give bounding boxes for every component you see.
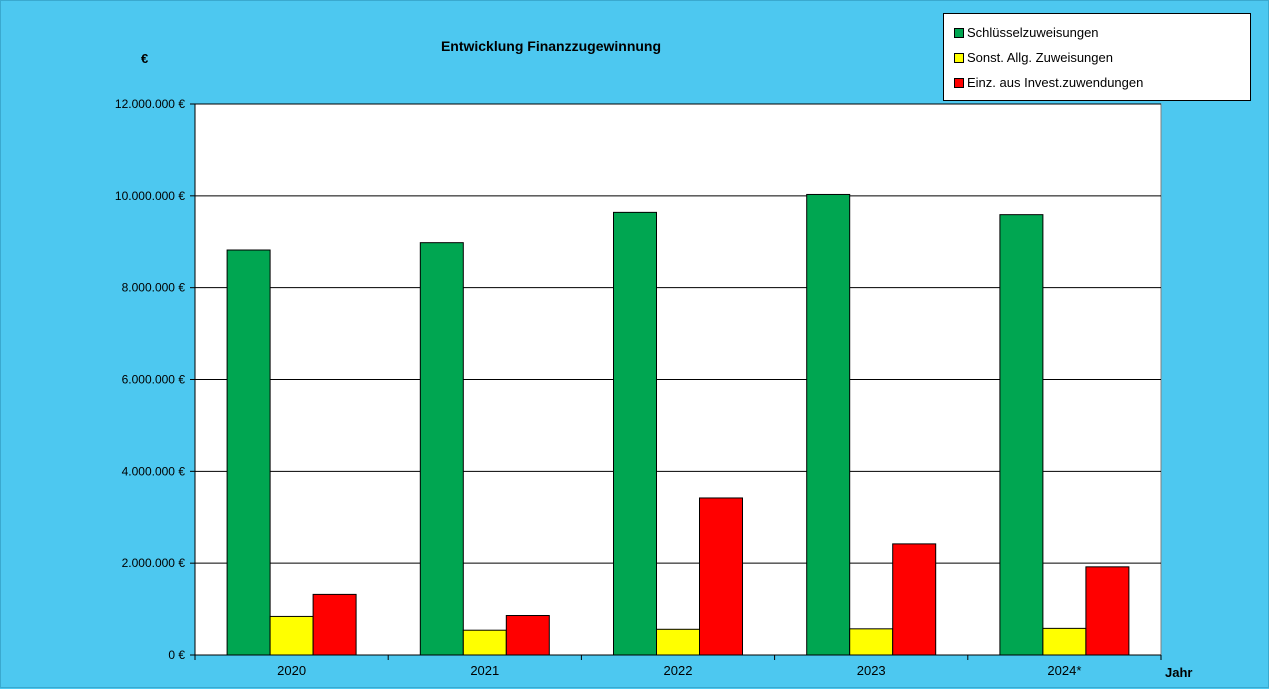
bar-2020-series-2 [312,593,357,656]
bar-2021-series-0 [419,242,464,656]
y-tick-label-5: 10.000.000 € [115,189,185,203]
bar-2024-series-2 [1085,566,1130,656]
bar-2023-series-2 [892,543,937,656]
y-tick-label-1: 2.000.000 € [122,556,186,570]
legend-swatch-schluesselzuweisungen [954,27,964,38]
legend-item-sonst-allg-zuweisungen: Sonst. Allg. Zuweisungen [954,45,1250,70]
x-tick-label-2: 2022 [664,663,693,678]
legend-label-sonst-allg-zuweisungen: Sonst. Allg. Zuweisungen [967,50,1113,65]
y-tick-label-6: 12.000.000 € [115,97,185,111]
bar-2024-series-1 [1042,627,1087,656]
y-tick-label-0: 0 € [168,648,185,662]
y-tick-label-4: 8.000.000 € [122,281,186,295]
bar-2023-series-0 [806,193,851,656]
bar-2020-series-0 [226,249,271,656]
legend-item-schluesselzuweisungen: Schlüsselzuweisungen [954,20,1250,45]
bar-2022-series-2 [699,497,743,656]
bar-2022-series-0 [613,211,657,656]
x-axis-label: Jahr [1165,665,1193,680]
bar-2024-series-0 [999,214,1044,656]
x-tick-label-1: 2021 [470,663,499,678]
chart-title: Entwicklung Finanzzugewinnung [440,38,662,54]
legend-label-schluesselzuweisungen: Schlüsselzuweisungen [967,25,1099,40]
bar-2023-series-1 [849,628,894,656]
chart-legend: Schlüsselzuweisungen Sonst. Allg. Zuweis… [943,13,1251,101]
bar-2022-series-1 [656,628,700,656]
y-tick-label-2: 4.000.000 € [122,464,186,478]
legend-swatch-einz-invest [954,77,964,88]
legend-swatch-sonst-allg-zuweisungen [954,52,964,63]
x-tick-label-3: 2023 [857,663,886,678]
legend-label-einz-invest: Einz. aus Invest.zuwendungen [967,75,1144,90]
bar-2021-series-1 [462,629,507,656]
bar-2020-series-1 [269,615,314,656]
y-axis-unit-label: € [141,51,149,66]
y-tick-label-3: 6.000.000 € [122,373,186,387]
x-tick-label-4: 2024* [1047,663,1081,678]
x-tick-label-0: 2020 [277,663,306,678]
bar-2021-series-2 [505,615,550,656]
legend-item-einz-invest: Einz. aus Invest.zuwendungen [954,70,1250,95]
